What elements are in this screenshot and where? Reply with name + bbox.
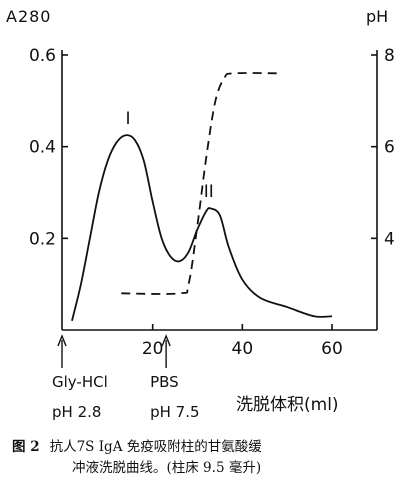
annotation-arrowhead [57, 334, 67, 347]
annotation-arrowhead [161, 334, 171, 347]
left-tick-label: 0.4 [29, 138, 56, 158]
left-axis-label: A280 [6, 7, 51, 26]
caption-line-2: 冲液洗脱曲线。(柱床 9.5 毫升) [72, 460, 262, 476]
axis-ticks: 0.2 0.4 0.6 4 6 8 20 40 60 [29, 46, 395, 359]
right-tick-label: 8 [384, 46, 395, 66]
right-tick-label: 4 [384, 229, 395, 249]
right-axis-label: pH [366, 7, 388, 26]
annotation-buffer: Gly-HCl [52, 373, 108, 391]
x-tick-label: 40 [232, 339, 254, 359]
ph-dashed-line [121, 72, 279, 295]
peak-label: II [204, 182, 214, 202]
chart-marks [57, 72, 333, 368]
chart-frame [61, 50, 378, 331]
annotation-ph: pH 2.8 [52, 403, 101, 421]
figure-number: 图 2 [12, 439, 40, 455]
annotation-ph: pH 7.5 [150, 403, 199, 421]
absorbance-line [71, 134, 333, 322]
caption-line-1: 抗人7S IgA 免疫吸附柱的甘氨酸缓 [49, 439, 262, 455]
left-tick-label: 0.6 [29, 46, 56, 66]
left-tick-label: 0.2 [29, 229, 56, 249]
x-tick-label: 60 [321, 339, 343, 359]
annotation-buffer: PBS [150, 373, 179, 391]
right-tick-label: 6 [384, 138, 395, 158]
peak-label: I [126, 109, 131, 129]
x-tick-label: 20 [142, 339, 164, 359]
x-axis-label: 洗脱体积(ml) [236, 395, 339, 415]
figure-caption: 图 2 抗人7S IgA 免疫吸附柱的甘氨酸缓 冲液洗脱曲线。(柱床 9.5 毫升… [12, 437, 408, 479]
